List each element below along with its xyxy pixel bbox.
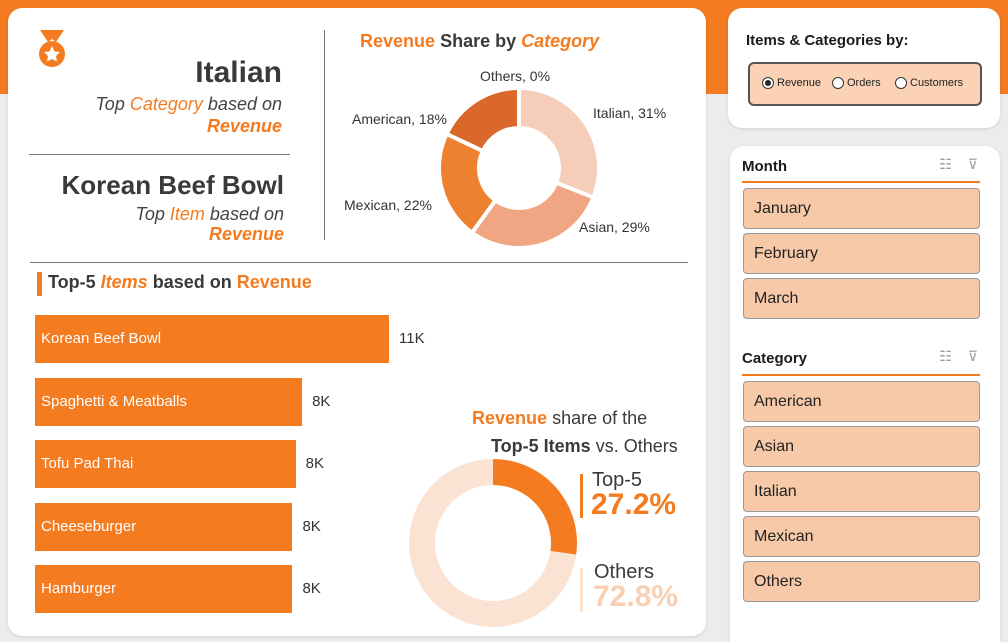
title-text: Top-5	[48, 272, 96, 292]
bar: Spaghetti & Meatballs	[35, 377, 303, 426]
bar-value-label: 8K	[312, 392, 331, 410]
caption-text: Top	[95, 94, 125, 114]
category-slicer-tools: ☷ ⊽	[939, 348, 978, 365]
month-slicer-title: Month	[742, 158, 787, 175]
bar-label: Cheeseburger	[41, 517, 137, 535]
multi-select-icon[interactable]: ☷	[939, 348, 952, 364]
category-donut-title: Revenue Share by Category	[360, 31, 599, 52]
divider	[29, 154, 290, 155]
slicer-item-february[interactable]: February	[743, 233, 980, 274]
donut-label-italian: Italian, 31%	[593, 105, 667, 121]
share-donut-title-line2: Top-5 Items vs. Others	[491, 436, 678, 457]
top5-share-value: 27.2%	[591, 488, 677, 521]
others-marker	[580, 568, 583, 612]
donut-slice-others	[409, 459, 577, 627]
top-item-metric: Revenue	[208, 224, 284, 244]
slicer-item-asian[interactable]: Asian	[743, 426, 980, 467]
title-text: vs. Others	[595, 436, 678, 456]
category-slicer-title: Category	[742, 350, 808, 367]
top-category-value: Italian	[195, 56, 282, 89]
top5-marker	[580, 474, 583, 518]
medal-icon	[39, 30, 65, 67]
slicer-underline	[742, 374, 980, 376]
category-donut-chart	[437, 86, 601, 250]
slicer-item-march[interactable]: March	[743, 278, 980, 319]
donut-label-american: American, 18%	[352, 111, 447, 127]
title-keyword: Revenue	[360, 31, 436, 51]
radio-dot	[895, 77, 907, 89]
donut-label-mexican: Mexican, 22%	[344, 197, 432, 213]
caption-text: Top	[135, 204, 165, 224]
others-share-label: Others	[594, 561, 655, 583]
title-text: Share by	[440, 31, 517, 51]
radio-orders[interactable]: Orders	[832, 77, 881, 89]
others-share-value: 72.8%	[593, 580, 679, 613]
bar: Hamburger	[35, 565, 293, 613]
bar-label: Korean Beef Bowl	[41, 330, 162, 347]
bar-label: Spaghetti & Meatballs	[41, 392, 187, 410]
radio-label: Customers	[910, 77, 964, 89]
bar-label: Tofu Pad Thai	[41, 455, 134, 472]
title-keyword: Items	[100, 272, 148, 292]
metric-options-card: Items & Categories by: Revenue Orders Cu…	[728, 8, 1000, 128]
bar: Korean Beef Bowl	[35, 315, 389, 363]
caption-text: based on	[207, 94, 282, 114]
slicer-item-italian[interactable]: Italian	[743, 471, 980, 512]
title-text: share of the	[552, 408, 648, 428]
donut-label-asian: Asian, 29%	[579, 219, 650, 235]
donut-label-others: Others, 0%	[480, 68, 551, 84]
radio-label: Orders	[847, 77, 881, 89]
multi-select-icon[interactable]: ☷	[939, 156, 952, 172]
radio-dot	[832, 77, 844, 89]
title-keyword: Revenue	[236, 272, 312, 292]
slicer-item-january[interactable]: January	[743, 188, 980, 229]
top-item-value: Korean Beef Bowl	[61, 170, 285, 200]
share-donut-chart	[409, 459, 577, 627]
divider-vertical	[324, 30, 325, 240]
donut-slice-american	[443, 86, 521, 154]
clear-filter-icon[interactable]: ⊽	[967, 156, 978, 172]
top-category-caption: Top Category based on	[8, 94, 282, 115]
slicer-underline	[742, 181, 980, 183]
title-accent-bar	[37, 272, 42, 296]
clear-filter-icon[interactable]: ⊽	[967, 348, 978, 364]
top5-share-label: Top-5	[592, 469, 643, 491]
bar-label: Hamburger	[41, 580, 117, 597]
slicer-item-mexican[interactable]: Mexican	[743, 516, 980, 557]
bar: Cheeseburger	[35, 502, 293, 551]
options-title: Items & Categories by:	[746, 32, 909, 49]
top5-title: Top-5 Items based on Revenue	[48, 272, 312, 293]
bar-value-label: 8K	[302, 517, 321, 535]
title-text: based on	[152, 272, 232, 292]
metric-radio-group: Revenue Orders Customers	[748, 62, 982, 106]
dashboard-card: Italian Top Category based on Revenue Ko…	[8, 8, 706, 636]
radio-label: Revenue	[777, 77, 822, 89]
bar-value-label: 8K	[305, 455, 325, 472]
bar-value-label: 8K	[302, 580, 321, 597]
radio-customers[interactable]: Customers	[895, 77, 963, 89]
bar: Tofu Pad Thai	[35, 440, 296, 488]
top-item-caption: Top Item based on	[8, 204, 285, 225]
bar-value-label: 11K	[399, 330, 425, 347]
caption-keyword: Item	[169, 204, 205, 224]
share-donut-title-line1: Revenue share of the	[472, 408, 647, 429]
donut-slice-asian	[469, 180, 596, 250]
title-keyword: Category	[521, 31, 600, 51]
caption-text: based on	[209, 204, 284, 224]
title-text: Top-5 Items	[491, 436, 591, 456]
radio-dot	[762, 77, 774, 89]
radio-revenue[interactable]: Revenue	[762, 77, 821, 89]
divider	[30, 262, 688, 263]
top-category-metric: Revenue	[206, 116, 282, 136]
donut-slice-italian	[517, 86, 601, 201]
slicer-panel: Month ☷ ⊽ January February March Categor…	[730, 146, 1000, 642]
slicer-item-american[interactable]: American	[743, 381, 980, 422]
caption-keyword: Category	[129, 94, 203, 114]
month-slicer-tools: ☷ ⊽	[939, 156, 978, 173]
slicer-item-others[interactable]: Others	[743, 561, 980, 602]
donut-slice-top-5	[493, 459, 577, 555]
title-keyword: Revenue	[472, 408, 548, 428]
